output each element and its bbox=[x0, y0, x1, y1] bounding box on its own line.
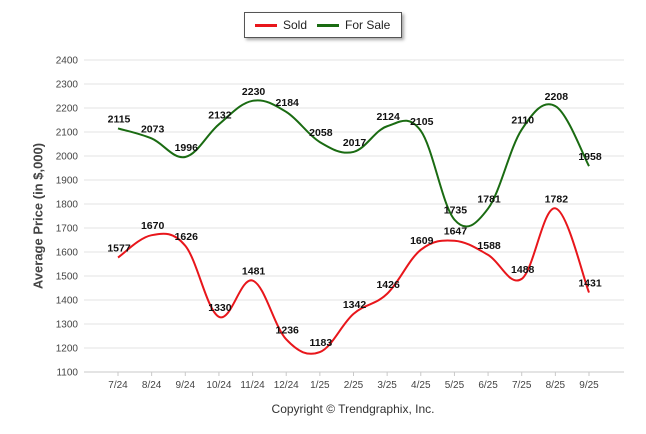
x-tick-label: 7/25 bbox=[512, 380, 532, 391]
y-tick-label: 1500 bbox=[56, 272, 79, 283]
y-tick-label: 1600 bbox=[56, 248, 79, 259]
y-tick-label: 2300 bbox=[56, 80, 79, 91]
data-label-for-sale: 2105 bbox=[410, 116, 434, 128]
data-label-for-sale: 2230 bbox=[242, 86, 266, 98]
data-label-sold: 1426 bbox=[376, 279, 400, 291]
y-axis-label: Average Price (in $,000) bbox=[30, 142, 46, 290]
data-label-for-sale: 2115 bbox=[108, 113, 131, 125]
legend: Sold For Sale bbox=[244, 12, 402, 38]
data-label-sold: 1330 bbox=[208, 302, 232, 314]
data-label-sold: 1431 bbox=[578, 278, 602, 290]
y-tick-label: 1700 bbox=[56, 224, 79, 235]
x-tick-label: 7/24 bbox=[108, 380, 128, 391]
y-tick-label: 1200 bbox=[56, 344, 79, 355]
y-tick-label: 1100 bbox=[56, 368, 78, 379]
y-tick-labels: 1100 1200 1300 1400 1500 1600 1700 1800 1900 2000… bbox=[56, 56, 79, 379]
x-tick-label: 11/24 bbox=[240, 380, 265, 391]
x-tick-label: 3/25 bbox=[377, 380, 397, 391]
x-tick-label: 5/25 bbox=[445, 380, 465, 391]
data-label-sold: 1647 bbox=[444, 226, 468, 238]
data-label-for-sale: 2058 bbox=[309, 127, 333, 139]
data-label-sold: 1670 bbox=[141, 220, 165, 232]
data-label-for-sale: 1735 bbox=[444, 205, 468, 217]
data-label-sold: 1609 bbox=[410, 235, 434, 247]
x-tick-label: 10/24 bbox=[206, 380, 231, 391]
data-label-sold: 1342 bbox=[343, 299, 367, 311]
x-tick-label: 2/25 bbox=[344, 380, 364, 391]
y-tick-label: 2400 bbox=[56, 56, 79, 67]
x-tick-label: 1/25 bbox=[310, 380, 330, 391]
grid-lines bbox=[84, 59, 624, 373]
legend-label-sold: Sold bbox=[283, 18, 308, 32]
y-tick-label: 1900 bbox=[56, 176, 79, 187]
data-label-sold: 1481 bbox=[242, 266, 266, 278]
copyright-credit: Copyright © Trendgraphix, Inc. bbox=[271, 402, 435, 416]
y-tick-label: 2200 bbox=[56, 104, 79, 115]
x-tick-label: 8/25 bbox=[546, 380, 566, 391]
y-tick-label: 1300 bbox=[56, 320, 79, 331]
data-label-for-sale: 1958 bbox=[578, 151, 602, 163]
legend-swatch-sold bbox=[255, 23, 277, 27]
data-label-sold: 1488 bbox=[511, 264, 535, 276]
series-line-sold bbox=[117, 207, 590, 355]
data-label-for-sale: 2132 bbox=[208, 109, 232, 121]
series-lines bbox=[117, 99, 590, 355]
y-tick-label: 1800 bbox=[56, 200, 79, 211]
data-label-for-sale: 2184 bbox=[276, 97, 300, 109]
x-tick-label: 9/24 bbox=[176, 380, 196, 391]
data-label-for-sale: 1781 bbox=[477, 194, 501, 206]
x-tick-label: 4/25 bbox=[411, 380, 431, 391]
x-tick-label: 9/25 bbox=[579, 380, 599, 391]
x-tick-labels: 7/24 8/24 9/24 10/24 11/24 12/24 1/25 2/25 3/25 4… bbox=[108, 372, 599, 391]
data-label-for-sale: 2208 bbox=[545, 91, 569, 103]
legend-swatch-for-sale bbox=[317, 23, 339, 27]
data-label-sold: 1236 bbox=[276, 324, 300, 336]
data-label-for-sale: 1996 bbox=[175, 142, 199, 154]
x-tick-label: 6/25 bbox=[478, 380, 498, 391]
x-tick-label: 8/24 bbox=[142, 380, 162, 391]
data-label-for-sale: 2073 bbox=[141, 123, 165, 135]
y-tick-label: 2000 bbox=[56, 152, 79, 163]
legend-item-sold[interactable]: Sold bbox=[255, 18, 307, 32]
data-labels: 1577 1670 1626 1330 1481 1236 1183 1342 1426 1609… bbox=[107, 86, 602, 349]
data-label-for-sale: 2017 bbox=[343, 137, 367, 149]
series-line-for-sale bbox=[117, 99, 590, 228]
data-label-sold: 1577 bbox=[107, 243, 131, 255]
y-tick-label: 2100 bbox=[56, 128, 79, 139]
data-label-sold: 1183 bbox=[309, 337, 332, 349]
data-label-for-sale: 2124 bbox=[376, 111, 400, 123]
legend-item-for-sale[interactable]: For Sale bbox=[317, 18, 390, 32]
y-tick-label: 1400 bbox=[56, 296, 79, 307]
x-tick-label: 12/24 bbox=[274, 380, 299, 391]
data-label-sold: 1588 bbox=[477, 240, 501, 252]
data-label-for-sale: 2110 bbox=[511, 115, 534, 127]
data-label-sold: 1782 bbox=[545, 193, 569, 205]
legend-label-for-sale: For Sale bbox=[345, 18, 391, 32]
data-label-sold: 1626 bbox=[175, 231, 199, 243]
